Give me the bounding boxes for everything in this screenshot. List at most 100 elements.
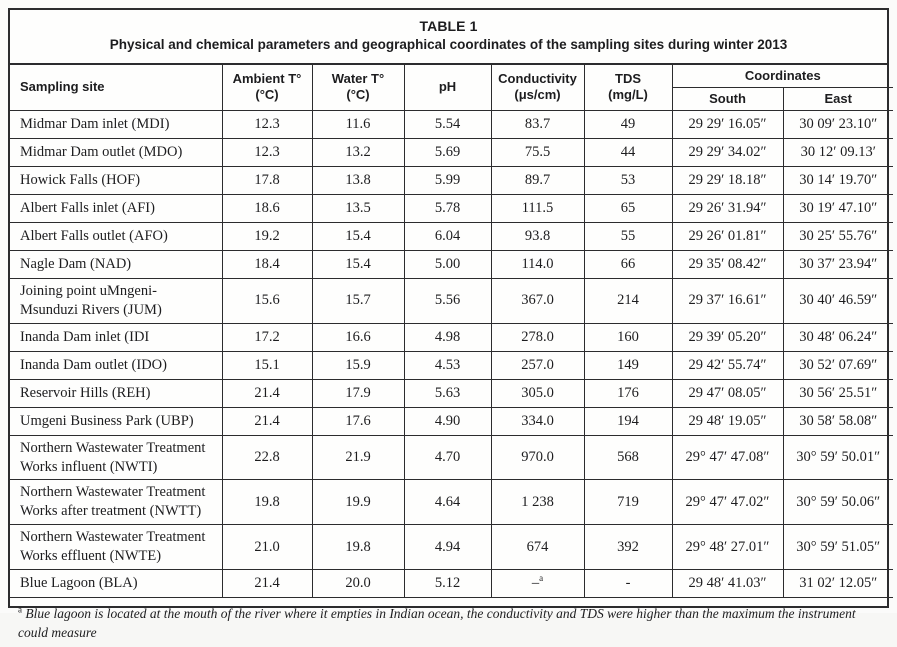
cell-conductivity: 75.5 <box>490 138 585 168</box>
cell-south: 29° 47′ 47.02″ <box>671 479 784 526</box>
table-row: Umgeni Business Park (UBP) 21.4 17.6 4.90 33… <box>10 406 893 436</box>
col-header-coordinates: Coordinates <box>671 64 893 88</box>
col-header-sampling-site: Sampling site <box>10 64 223 112</box>
cell-ph: 5.56 <box>403 278 492 324</box>
cell-tds: 719 <box>583 479 673 526</box>
table-row: Reservoir Hills (REH) 21.4 17.9 5.63 305.0 17… <box>10 378 893 408</box>
cell-ph: 5.69 <box>403 138 492 168</box>
col-header-tds-unit: (mg/L) <box>608 87 648 103</box>
cell-ambient: 18.6 <box>221 194 313 224</box>
cell-site: Midmar Dam outlet (MDO) <box>10 138 223 168</box>
cell-tds: 214 <box>583 278 673 324</box>
cell-ambient: 19.2 <box>221 222 313 252</box>
cell-east: 30 14′ 19.70″ <box>782 166 893 196</box>
footnote-text: Blue lagoon is located at the mouth of t… <box>18 605 856 641</box>
table-frame: TABLE 1 Physical and chemical parameters… <box>8 8 893 640</box>
cell-conductivity: 89.7 <box>490 166 585 196</box>
cell-water: 19.9 <box>311 479 405 526</box>
cell-tds: - <box>583 568 673 598</box>
cell-water: 13.8 <box>311 166 405 196</box>
cell-east: 30° 59′ 51.05″ <box>782 524 893 570</box>
cell-tds: 65 <box>583 194 673 224</box>
col-header-ph: pH <box>403 64 492 112</box>
table-row: Inanda Dam inlet (IDI 17.2 16.6 4.98 278.0 16… <box>10 322 893 352</box>
cell-water: 19.8 <box>311 524 405 570</box>
cell-ambient: 15.1 <box>221 350 313 380</box>
cell-water: 11.6 <box>311 110 405 140</box>
cell-site: Midmar Dam inlet (MDI) <box>10 110 223 140</box>
cell-south: 29 29′ 18.18″ <box>671 166 784 196</box>
cell-ambient: 12.3 <box>221 110 313 140</box>
cell-site: Joining point uMngeni-Msunduzi Rivers (J… <box>10 278 223 324</box>
table-row: Northern Wastewater Treatment Works infl… <box>10 434 893 481</box>
cell-east: 30° 59′ 50.06″ <box>782 479 893 526</box>
cell-south: 29 48′ 19.05″ <box>671 406 784 436</box>
table-row: Joining point uMngeni-Msunduzi Rivers (J… <box>10 278 893 324</box>
cell-conductivity: 367.0 <box>490 278 585 324</box>
cell-east: 30 12′ 09.13′ <box>782 138 893 168</box>
cell-water: 17.9 <box>311 378 405 408</box>
cell-tds: 53 <box>583 166 673 196</box>
cell-ambient: 21.4 <box>221 378 313 408</box>
cell-tds: 176 <box>583 378 673 408</box>
cell-south: 29 47′ 08.05″ <box>671 378 784 408</box>
cell-water: 15.4 <box>311 222 405 252</box>
cell-site: Northern Wastewater Treatment Works infl… <box>10 434 223 481</box>
cell-east: 30 37′ 23.94″ <box>782 250 893 280</box>
cell-tds: 160 <box>583 322 673 352</box>
cell-water: 15.9 <box>311 350 405 380</box>
cell-tds: 49 <box>583 110 673 140</box>
col-header-conductivity: Conductivity (μs/cm) <box>490 64 585 112</box>
footnote-marker: a <box>18 604 22 615</box>
cell-water: 15.7 <box>311 278 405 324</box>
cell-water: 21.9 <box>311 434 405 481</box>
cell-ambient: 21.4 <box>221 568 313 598</box>
cell-site: Blue Lagoon (BLA) <box>10 568 223 598</box>
cell-ph: 5.78 <box>403 194 492 224</box>
cell-conductivity: –a <box>490 568 585 598</box>
col-header-tds: TDS (mg/L) <box>583 64 673 112</box>
cell-ph: 4.94 <box>403 524 492 570</box>
cell-east: 30 58′ 58.08″ <box>782 406 893 436</box>
cell-water: 20.0 <box>311 568 405 598</box>
cell-ph: 4.70 <box>403 434 492 481</box>
cell-ph: 4.90 <box>403 406 492 436</box>
cell-conductivity: 305.0 <box>490 378 585 408</box>
cell-ambient: 15.6 <box>221 278 313 324</box>
cell-site: Reservoir Hills (REH) <box>10 378 223 408</box>
cell-ph: 5.00 <box>403 250 492 280</box>
col-header-water-unit: (°C) <box>346 87 370 103</box>
cell-south: 29 26′ 31.94″ <box>671 194 784 224</box>
col-header-south: South <box>672 86 784 112</box>
cell-water: 17.6 <box>311 406 405 436</box>
cell-water: 16.6 <box>311 322 405 352</box>
footnote: a Blue lagoon is located at the mouth of… <box>10 598 887 647</box>
cell-ph: 5.54 <box>403 110 492 140</box>
cell-conductivity: 111.5 <box>490 194 585 224</box>
cell-ph: 5.99 <box>403 166 492 196</box>
cell-south: 29 35′ 08.42″ <box>671 250 784 280</box>
table-row: Albert Falls inlet (AFI) 18.6 13.5 5.78 111.… <box>10 194 893 224</box>
cell-ph: 4.64 <box>403 479 492 526</box>
cell-tds: 568 <box>583 434 673 481</box>
page: TABLE 1 Physical and chemical parameters… <box>8 8 893 641</box>
cell-water: 15.4 <box>311 250 405 280</box>
cell-site: Inanda Dam outlet (IDO) <box>10 350 223 380</box>
cell-water: 13.2 <box>311 138 405 168</box>
cell-conductivity-footnote-marker: a <box>539 573 544 584</box>
cell-south: 29° 48′ 27.01″ <box>671 524 784 570</box>
cell-conductivity: 93.8 <box>490 222 585 252</box>
cell-ph: 6.04 <box>403 222 492 252</box>
cell-conductivity: 83.7 <box>490 110 585 140</box>
cell-ambient: 19.8 <box>221 479 313 526</box>
cell-ambient: 21.4 <box>221 406 313 436</box>
cell-east: 30 48′ 06.24″ <box>782 322 893 352</box>
cell-south: 29 39′ 05.20″ <box>671 322 784 352</box>
cell-south: 29 48′ 41.03″ <box>671 568 784 598</box>
cell-ph: 4.98 <box>403 322 492 352</box>
table-row: Northern Wastewater Treatment Works effl… <box>10 524 893 570</box>
col-header-conductivity-unit: (μs/cm) <box>514 87 561 103</box>
table-caption: TABLE 1 Physical and chemical parameters… <box>10 10 887 65</box>
table-row: Midmar Dam inlet (MDI) 12.3 11.6 5.54 83.7 49… <box>10 110 893 140</box>
cell-conductivity: 278.0 <box>490 322 585 352</box>
